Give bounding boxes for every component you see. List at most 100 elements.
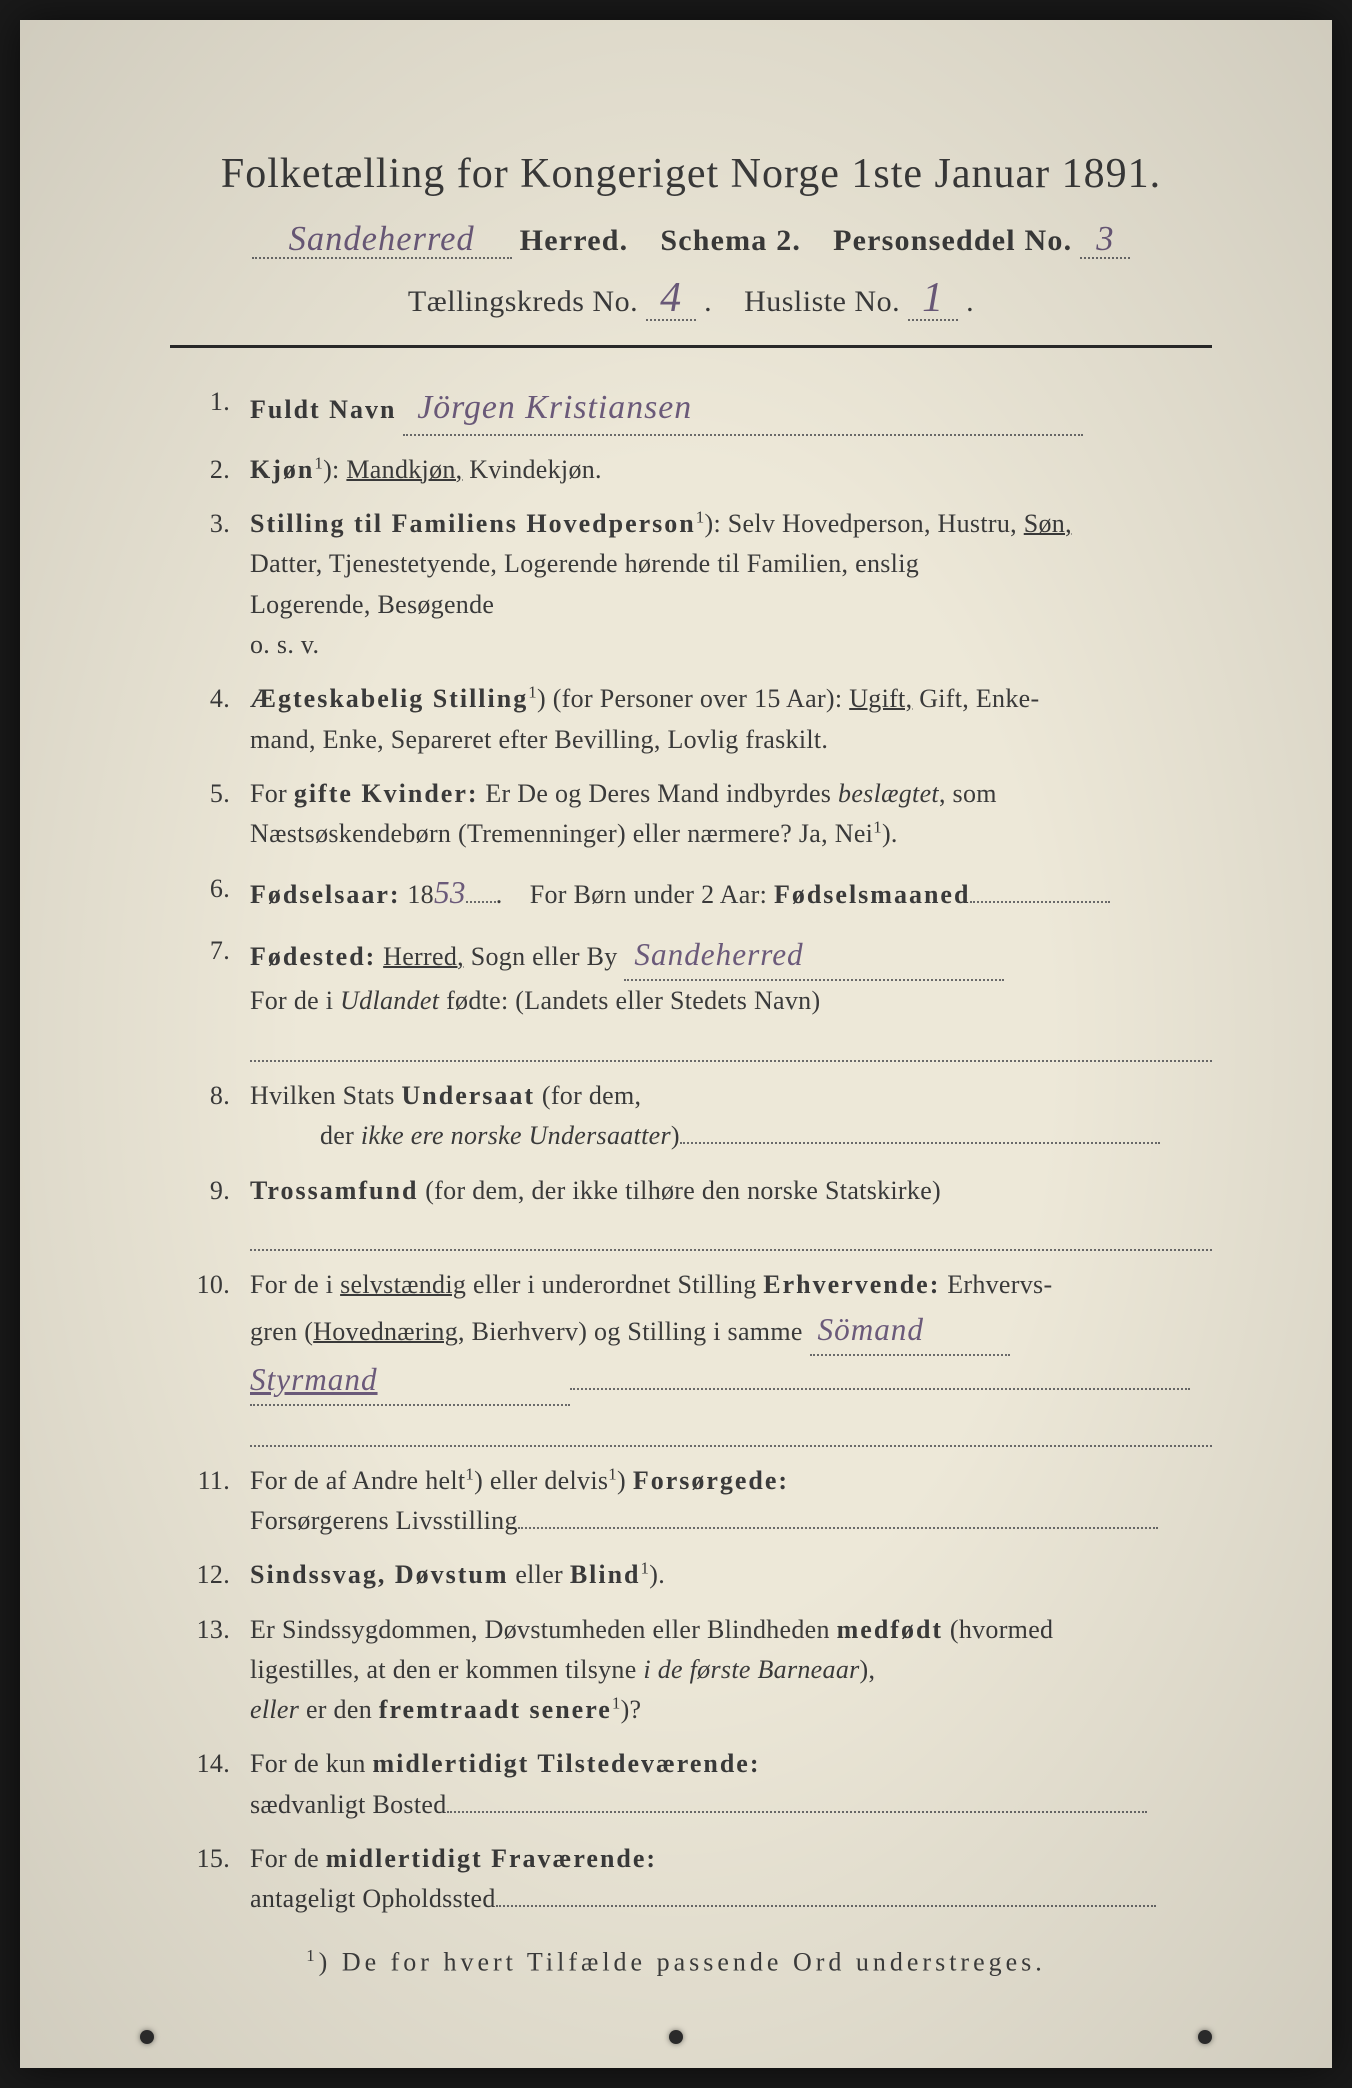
item-number: 1. [190,382,250,436]
item-number: 2. [190,450,250,490]
t: (for dem, der ikke tilhøre den norske St… [418,1176,941,1205]
taellingskreds-no: 4 [646,277,696,321]
t: eller [509,1560,570,1589]
gifte-kvinder-label: gifte Kvinder: [294,779,479,808]
trossamfund-label: Trossamfund [250,1176,418,1205]
header-line-1: Sandeherred Herred. Schema 2. Personsedd… [170,222,1212,259]
footnote-ref: 1 [314,453,323,472]
item-5: 5. For gifte Kvinder: Er De og Deres Man… [190,774,1212,855]
fravaerende-label: midlertidigt Fraværende: [326,1844,657,1873]
fodested-value: Sandeherred [624,931,1004,981]
item-11: 11. For de af Andre helt1) eller delvis1… [190,1461,1212,1542]
item-9: 9. Trossamfund (for dem, der ikke tilhør… [190,1171,1212,1252]
item-1: 1. Fuldt Navn Jörgen Kristiansen [190,382,1212,436]
husliste-label: Husliste No. [744,285,900,318]
t: er den [299,1695,379,1724]
undersaat-label: Undersaat [402,1081,536,1110]
stilling-opts-2: Datter, Tjenestetyende, Logerende hørend… [250,549,919,578]
stilling-opts-1: Selv Hovedperson, Hustru, [728,509,1024,538]
t: Bierhverv) og Stilling i samme [465,1317,803,1346]
t: ) [671,1121,680,1150]
udlandet: Udlandet [340,986,439,1015]
kjon-label: Kjøn [250,455,314,484]
item-number: 15. [190,1839,250,1920]
item-number: 3. [190,504,250,665]
t: For de af Andre helt [250,1466,465,1495]
header-line-2: Tællingskreds No. 4 . Husliste No. 1 . [170,277,1212,321]
dots [570,1388,1190,1390]
item-body: Sindssvag, Døvstum eller Blind1). [250,1555,1212,1595]
t: Er Sindssygdommen, Døvstumheden eller Bl… [250,1615,837,1644]
item-body: Stilling til Familiens Hovedperson1): Se… [250,504,1212,665]
t: For Børn under 2 Aar: [530,880,774,909]
tilstedevaerende-label: midlertidigt Tilstedeværende: [372,1749,760,1778]
t: )? [621,1695,642,1724]
item-body: Ægteskabelig Stilling1) (for Personer ov… [250,679,1212,760]
dots [970,901,1110,903]
item-body: For gifte Kvinder: Er De og Deres Mand i… [250,774,1212,855]
item-number: 7. [190,931,250,1062]
t: eller i underordnet Stilling [466,1270,763,1299]
aegteskab-rest: Gift, Enke- [912,684,1039,713]
item-4: 4. Ægteskabelig Stilling1) (for Personer… [190,679,1212,760]
item-body: For de i selvstændig eller i underordnet… [250,1265,1212,1446]
footnote-ref: 1 [641,1559,650,1578]
forsorgede-label: Forsørgede: [633,1466,789,1495]
t: i de første Barneaar [643,1655,859,1684]
t: ). [882,819,898,848]
dots [680,1142,1160,1144]
erhverv-value-2: Styrmand [250,1356,570,1406]
t: For de i [250,986,340,1015]
item-number: 13. [190,1610,250,1731]
blank-line [250,1215,1212,1251]
stilling-opts-3: Logerende, Besøgende [250,590,494,619]
census-form-page: Folketælling for Kongeriget Norge 1ste J… [20,20,1332,2068]
aegteskab-paren: (for Personer over 15 Aar): [546,684,849,713]
item-body: Hvilken Stats Undersaat (for dem, der ik… [250,1076,1212,1157]
form-items: 1. Fuldt Navn Jörgen Kristiansen 2. Kjøn… [170,382,1212,1920]
item-12: 12. Sindssvag, Døvstum eller Blind1). [190,1555,1212,1595]
taellingskreds-label: Tællingskreds No. [408,285,638,318]
t: ligestilles, at den er kommen tilsyne [250,1655,643,1684]
t: antageligt Opholdssted [250,1884,496,1913]
dots [518,1527,1158,1529]
personseddel-no: 3 [1080,222,1130,259]
aegteskab-selected: Ugift, [849,684,912,713]
t: ikke ere norske Undersaatter [361,1121,671,1150]
fodselsaar-label: Fødselsaar: [250,880,401,909]
item-2: 2. Kjøn1): Mandkjøn, Kvindekjøn. [190,450,1212,490]
year-prefix: 18 [401,880,434,909]
footnote-text: ) De for hvert Tilfælde passende Ord und… [319,1948,1046,1977]
item-number: 10. [190,1265,250,1446]
item-14: 14. For de kun midlertidigt Tilstedevære… [190,1744,1212,1825]
fremtraadt-label: fremtraadt senere [379,1695,612,1724]
aegteskab-label: Ægteskabelig Stilling [250,684,528,713]
blind-label: Blind [570,1560,641,1589]
aegteskab-line2: mand, Enke, Separeret efter Bevilling, L… [250,725,828,754]
item-number: 6. [190,869,250,917]
erhverv-value-1: Sömand [810,1306,1010,1356]
item-body: Er Sindssygdommen, Døvstumheden eller Bl… [250,1610,1212,1731]
t: , som [939,779,997,808]
item-body: Fødested: Herred, Sogn eller By Sandeher… [250,931,1212,1062]
sindssvag-label: Sindssvag, Døvstum [250,1560,509,1589]
erhvervende-label: Erhvervende: [763,1270,940,1299]
t: ) eller delvis [474,1466,608,1495]
indent: der ikke ere norske Undersaatter) [250,1116,1212,1156]
personseddel-label: Personseddel No. [833,224,1072,257]
item-body: Fødselsaar: 1853. For Børn under 2 Aar: … [250,869,1212,917]
footnote-ref: 1 [608,1464,617,1483]
t: Forsørgerens Livsstilling [250,1506,518,1535]
item-13: 13. Er Sindssygdommen, Døvstumheden elle… [190,1610,1212,1731]
fodested-selected: Herred, [383,942,464,971]
item-number: 11. [190,1461,250,1542]
fodselsmaaned-label: Fødselsmaaned [774,880,970,909]
fuldt-navn-value: Jörgen Kristiansen [403,382,1083,436]
page-title: Folketælling for Kongeriget Norge 1ste J… [170,150,1212,198]
t: For de i [250,1270,340,1299]
item-number: 8. [190,1076,250,1157]
binding-pin-icon [1198,2030,1212,2044]
t: fødte: (Landets eller Stedets Navn) [439,986,820,1015]
item-3: 3. Stilling til Familiens Hovedperson1):… [190,504,1212,665]
dots [496,1905,1156,1907]
